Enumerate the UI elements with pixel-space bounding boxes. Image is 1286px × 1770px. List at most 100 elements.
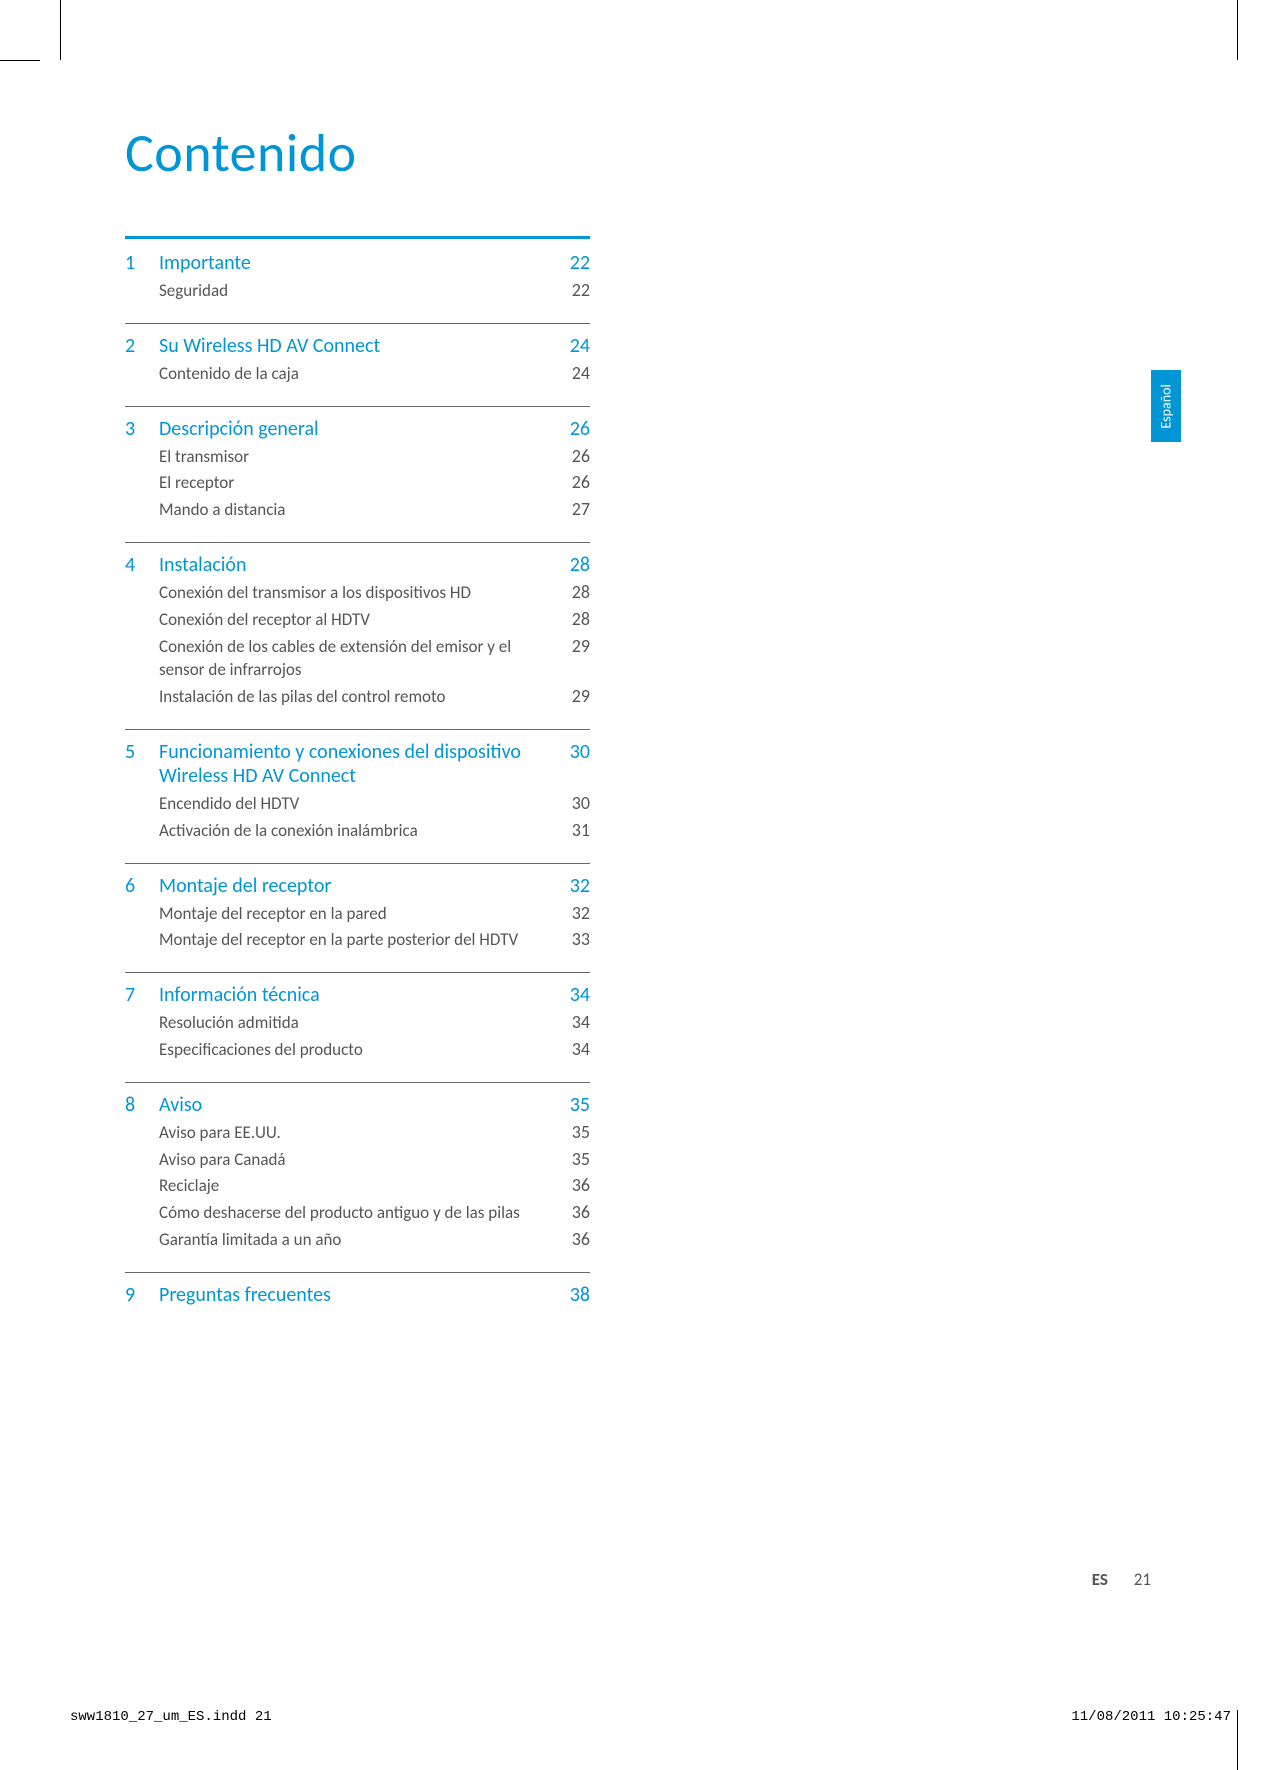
toc-sub-item[interactable]: Especificaciones del producto 34	[159, 1038, 590, 1062]
toc-sub-item[interactable]: Montaje del receptor en la pared32	[159, 902, 590, 926]
section-rule	[125, 972, 590, 973]
toc-section-number: 1	[125, 251, 159, 275]
toc-section-number: 4	[125, 553, 159, 577]
toc-sub-label: Aviso para Canadá	[159, 1148, 286, 1172]
toc-section-header[interactable]: 8Aviso35	[125, 1093, 590, 1117]
toc-sub-item[interactable]: Conexión del transmisor a los dispositiv…	[159, 581, 590, 605]
toc-section: 2Su Wireless HD AV Connect24 Contenido de…	[125, 323, 590, 386]
toc-section-header[interactable]: 9Preguntas frecuentes38	[125, 1283, 590, 1307]
toc-section: 6Montaje del receptor32Montaje del recep…	[125, 863, 590, 953]
toc-sub-label: Seguridad	[159, 279, 228, 303]
toc-sub-item[interactable]: Activación de la conexión inalámbrica 31	[159, 819, 590, 843]
toc-sub-page: 35	[572, 1121, 590, 1143]
toc-sub-page: 29	[572, 635, 590, 657]
toc-sub-item[interactable]: Montaje del receptor en la parte posteri…	[159, 928, 590, 952]
toc-sub-page: 36	[572, 1228, 590, 1250]
toc-section-number: 2	[125, 334, 159, 358]
toc-sub-item[interactable]: Seguridad22	[159, 279, 590, 303]
toc-sub-item[interactable]: Mando a distancia 27	[159, 498, 590, 522]
toc-sub-page: 28	[572, 608, 590, 630]
toc-section-number: 9	[125, 1283, 159, 1307]
toc-sub-item[interactable]: Instalación de las pilas del control rem…	[159, 685, 590, 709]
toc-section: 1Importante 22 Seguridad22	[125, 251, 590, 303]
toc-sub-items: Contenido de la caja24	[159, 362, 590, 386]
toc-sub-item[interactable]: Encendido del HDTV30	[159, 792, 590, 816]
toc-sub-items: El transmisor 26 El receptor 26 Mando a dist…	[159, 445, 590, 522]
toc-section: 3Descripción general26El transmisor26El …	[125, 406, 590, 522]
content-area: Contenido 1Importante22Seguridad222Su Wi…	[125, 120, 725, 1327]
footer-page-number: 21	[1134, 1569, 1151, 1590]
toc-sub-page: 31	[572, 819, 590, 841]
toc-sub-page: 26	[572, 445, 590, 467]
toc-sub-item[interactable]: Garantía limitada a un año 36	[159, 1228, 590, 1252]
toc-sub-page: 34	[572, 1038, 590, 1060]
table-of-contents: 1Importante 22 Seguridad22 2Su Wireless HD …	[125, 251, 590, 1307]
section-rule	[125, 542, 590, 543]
toc-sub-page: 29	[572, 685, 590, 707]
footer-lang-code: ES	[1092, 1569, 1108, 1590]
toc-sub-label: Conexión del receptor al HDTV	[159, 608, 370, 632]
toc-section-title: Su Wireless HD AV Connect	[159, 334, 380, 358]
toc-sub-label: Mando a distancia	[159, 498, 285, 522]
toc-sub-item[interactable]: Conexión de los cables de extensión del …	[159, 635, 590, 683]
toc-section-page: 38	[570, 1283, 590, 1307]
toc-sub-item[interactable]: Cómo deshacerse del producto antiguo y d…	[159, 1201, 590, 1225]
toc-section: 8Aviso35 Aviso para EE.UU.35 Aviso para Ca…	[125, 1082, 590, 1252]
toc-sub-item[interactable]: El receptor 26	[159, 471, 590, 495]
crop-mark	[60, 0, 61, 60]
toc-section: 4Instalación28Conexión del transmisor a …	[125, 542, 590, 709]
toc-sub-label: Especificaciones del producto	[159, 1038, 363, 1062]
toc-sub-item[interactable]: Aviso para Canadá35	[159, 1148, 590, 1172]
toc-sub-label: El transmisor	[159, 445, 249, 469]
toc-sub-item[interactable]: El transmisor 26	[159, 445, 590, 469]
toc-sub-label: El receptor	[159, 471, 234, 495]
print-footer-file: sww1810_27_um_ES.indd 21	[70, 1709, 272, 1725]
toc-sub-items: Seguridad22	[159, 279, 590, 303]
toc-section-header[interactable]: 1Importante 22	[125, 251, 590, 275]
toc-sub-page: 30	[572, 792, 590, 814]
toc-section-title: Importante	[159, 251, 251, 275]
toc-sub-item[interactable]: Reciclaje36	[159, 1174, 590, 1198]
section-rule	[125, 1082, 590, 1083]
toc-sub-items: Conexión del transmisor a los dispositiv…	[159, 581, 590, 709]
toc-section-page: 34	[570, 983, 590, 1007]
section-rule	[125, 323, 590, 324]
toc-section-page: 22	[570, 251, 590, 275]
crop-mark	[1237, 1710, 1238, 1770]
crop-mark	[0, 60, 40, 61]
toc-section-header[interactable]: 6Montaje del receptor32	[125, 874, 590, 898]
toc-section-page: 32	[570, 874, 590, 898]
crop-mark	[1237, 0, 1238, 60]
toc-section-title: Funcionamiento y conexiones del disposit…	[159, 740, 524, 788]
toc-sub-item[interactable]: Aviso para EE.UU.35	[159, 1121, 590, 1145]
toc-sub-page: 34	[572, 1011, 590, 1033]
toc-section-header[interactable]: 5Funcionamiento y conexiones del disposi…	[125, 740, 590, 788]
toc-section-title: Instalación	[159, 553, 246, 577]
page-footer: ES 21	[1092, 1569, 1151, 1590]
toc-section-title: Montaje del receptor	[159, 874, 331, 898]
toc-sub-item[interactable]: Resolución admitida34	[159, 1011, 590, 1035]
toc-sub-page: 26	[572, 471, 590, 493]
toc-sub-items: Montaje del receptor en la pared32Montaj…	[159, 902, 590, 953]
section-rule	[125, 729, 590, 730]
toc-sub-label: Activación de la conexión inalámbrica	[159, 819, 418, 843]
toc-section-title: Descripción general	[159, 417, 319, 441]
toc-section-header[interactable]: 2Su Wireless HD AV Connect24	[125, 334, 590, 358]
toc-section-header[interactable]: 3Descripción general26	[125, 417, 590, 441]
toc-sub-page: 27	[572, 498, 590, 520]
toc-section-page: 26	[570, 417, 590, 441]
toc-section-title: Aviso	[159, 1093, 202, 1117]
toc-sub-items: Encendido del HDTV30 Activación de la con…	[159, 792, 590, 843]
section-rule	[125, 863, 590, 864]
toc-sub-items: Aviso para EE.UU.35Aviso para Canadá35Re…	[159, 1121, 590, 1252]
title-rule	[125, 236, 590, 239]
toc-sub-item[interactable]: Conexión del receptor al HDTV 28	[159, 608, 590, 632]
toc-section-header[interactable]: 7Información técnica34	[125, 983, 590, 1007]
toc-section-header[interactable]: 4Instalación28	[125, 553, 590, 577]
toc-section: 5Funcionamiento y conexiones del disposi…	[125, 729, 590, 843]
toc-sub-label: Montaje del receptor en la pared	[159, 902, 387, 926]
toc-sub-label: Garantía limitada a un año	[159, 1228, 341, 1252]
toc-sub-page: 33	[572, 928, 590, 950]
language-tab: Español	[1151, 370, 1181, 442]
toc-sub-item[interactable]: Contenido de la caja24	[159, 362, 590, 386]
